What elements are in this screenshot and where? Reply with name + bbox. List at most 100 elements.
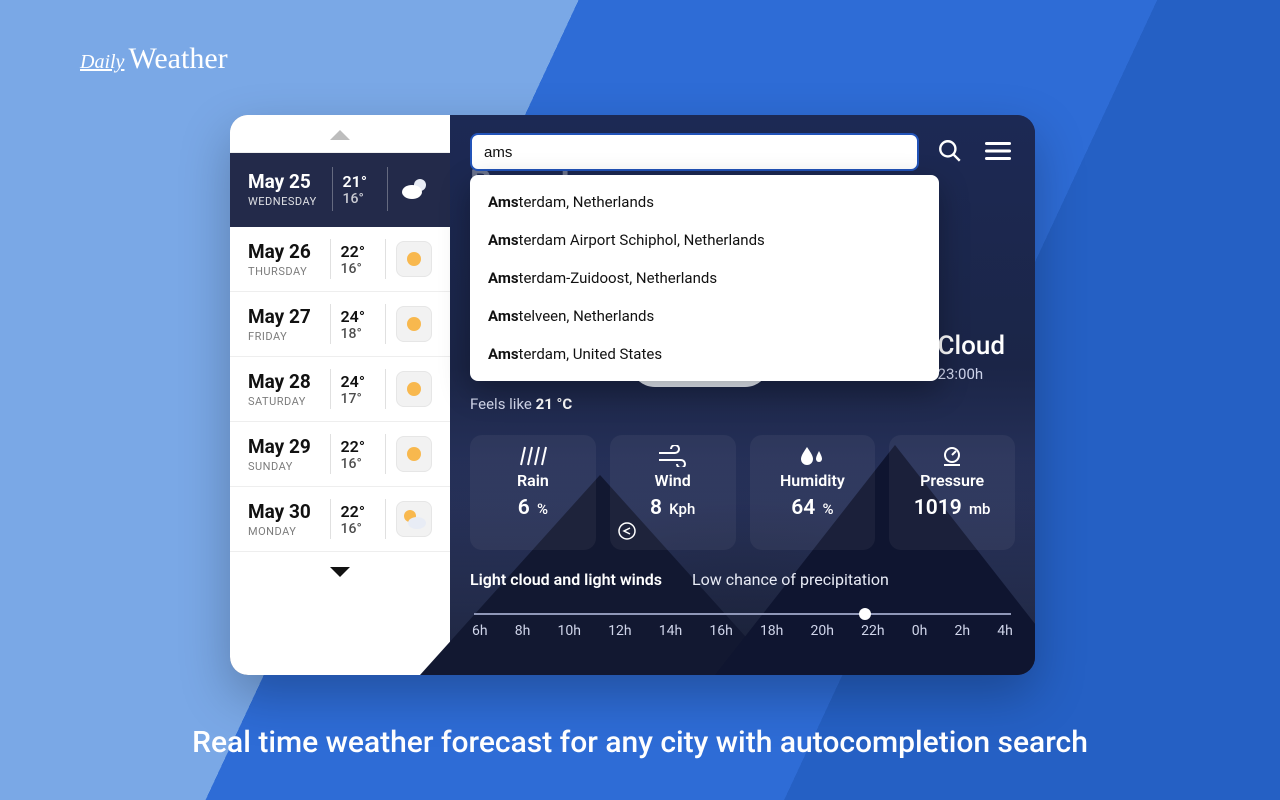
day-lo: 16° <box>341 261 365 277</box>
forecast-day[interactable]: May 29SUNDAY22°16° <box>230 422 450 487</box>
forecast-sidebar: May 25 WEDNESDAY 21° 16° May 26 THURSDAY 2… <box>230 115 450 675</box>
divider <box>385 499 386 539</box>
forecast-day[interactable]: May 28SATURDAY24°17° <box>230 357 450 422</box>
day-dow: FRIDAY <box>248 330 320 343</box>
condition-time: 23:00h <box>938 365 1005 383</box>
humidity-unit: % <box>822 500 833 518</box>
rain-unit: % <box>537 500 548 518</box>
day-dow: THURSDAY <box>248 265 320 278</box>
rain-label: Rain <box>474 471 592 490</box>
topbar <box>450 115 1035 171</box>
sun-icon <box>396 436 432 472</box>
selected-date: May 25 <box>248 170 322 193</box>
selected-day[interactable]: May 25 WEDNESDAY 21° 16° <box>230 153 450 227</box>
pressure-value: 1019 <box>914 496 962 520</box>
selected-lo: 16° <box>343 191 367 207</box>
main-panel: Barcelona Amsterdam, NetherlandsAmsterda… <box>450 115 1035 675</box>
rain-value: 6 <box>518 496 530 520</box>
wind-value: 8 <box>650 496 662 520</box>
day-date: May 26 <box>248 240 320 263</box>
day-hi: 22° <box>341 502 365 521</box>
day-date: May 27 <box>248 305 320 328</box>
timeline-track <box>474 613 1011 615</box>
day-date: May 29 <box>248 435 320 458</box>
app-logo: DailyWeather <box>80 42 228 76</box>
timeline-hour[interactable]: 0h <box>912 623 928 639</box>
pressure-unit: mb <box>969 500 991 518</box>
divider <box>385 304 386 344</box>
hamburger-icon <box>985 140 1011 162</box>
day-dow: SUNDAY <box>248 460 320 473</box>
feels-like-row: Feels like 21 °C <box>470 395 572 413</box>
summary-sub: Low chance of precipitation <box>692 570 889 589</box>
metric-rain: Rain 6 % <box>470 435 596 550</box>
timeline-hour[interactable]: 22h <box>861 623 884 639</box>
timeline-hour[interactable]: 20h <box>811 623 834 639</box>
day-hi: 24° <box>341 372 365 391</box>
logo-prefix: Daily <box>80 51 124 73</box>
feels-label: Feels like <box>470 395 536 413</box>
day-lo: 17° <box>341 391 365 407</box>
divider <box>330 304 331 344</box>
autocomplete-item[interactable]: Amsterdam, Netherlands <box>470 183 939 221</box>
timeline-hours: 6h 8h 10h 12h 14h 16h 18h 20h 22h 0h 2h 4h <box>470 623 1015 639</box>
humidity-icon <box>798 445 826 467</box>
summary-row: Light cloud and light winds Low chance o… <box>470 570 1015 589</box>
summary-main: Light cloud and light winds <box>470 570 662 589</box>
day-hi: 22° <box>341 437 365 456</box>
chevron-up-icon <box>330 130 350 140</box>
timeline-hour[interactable]: 6h <box>472 623 488 639</box>
divider <box>330 239 331 279</box>
cloud-moon-icon <box>398 172 432 206</box>
timeline-hour[interactable]: 10h <box>558 623 581 639</box>
day-date: May 28 <box>248 370 320 393</box>
divider <box>387 167 388 211</box>
scroll-up-button[interactable] <box>230 115 450 153</box>
sun-icon <box>396 241 432 277</box>
divider <box>330 369 331 409</box>
autocomplete-item[interactable]: Amstelveen, Netherlands <box>470 297 939 335</box>
timeline-hour[interactable]: 14h <box>659 623 682 639</box>
divider <box>330 499 331 539</box>
timeline-hour[interactable]: 4h <box>997 623 1013 639</box>
timeline-handle[interactable] <box>859 608 871 620</box>
forecast-day[interactable]: May 30MONDAY22°16° <box>230 487 450 552</box>
rain-icon <box>519 445 547 467</box>
divider <box>385 434 386 474</box>
forecast-day[interactable]: May 27FRIDAY24°18° <box>230 292 450 357</box>
day-lo: 16° <box>341 521 365 537</box>
wind-unit: Kph <box>669 500 695 518</box>
search-input[interactable] <box>470 133 919 171</box>
forecast-day[interactable]: May 26THURSDAY22°16° <box>230 227 450 292</box>
autocomplete-item[interactable]: Amsterdam, United States <box>470 335 939 373</box>
search-icon <box>937 138 963 164</box>
metric-pressure: Pressure 1019 mb <box>889 435 1015 550</box>
metric-humidity: Humidity 64 % <box>750 435 876 550</box>
timeline-hour[interactable]: 8h <box>515 623 531 639</box>
hour-timeline[interactable]: 6h 8h 10h 12h 14h 16h 18h 20h 22h 0h 2h 4h <box>470 603 1015 639</box>
selected-hi: 21° <box>343 172 367 191</box>
selected-dow: WEDNESDAY <box>248 195 322 208</box>
timeline-hour[interactable]: 12h <box>608 623 631 639</box>
autocomplete-item[interactable]: Amsterdam-Zuidoost, Netherlands <box>470 259 939 297</box>
sun-icon <box>396 306 432 342</box>
tagline: Real time weather forecast for any city … <box>0 725 1280 760</box>
pressure-label: Pressure <box>893 471 1011 490</box>
scroll-down-button[interactable] <box>230 552 450 597</box>
day-lo: 18° <box>341 326 365 342</box>
timeline-hour[interactable]: 2h <box>955 623 971 639</box>
divider <box>330 434 331 474</box>
menu-button[interactable] <box>981 136 1015 169</box>
condition-label: Cloud <box>938 331 1005 361</box>
timeline-hour[interactable]: 16h <box>709 623 732 639</box>
chevron-down-icon <box>330 567 350 577</box>
search-button[interactable] <box>933 134 967 171</box>
sun-icon <box>396 371 432 407</box>
timeline-hour[interactable]: 18h <box>760 623 783 639</box>
metrics-row: Rain 6 % Wind 8 Kph Humidity 64 % Pressu… <box>470 435 1015 550</box>
divider <box>332 167 333 211</box>
metric-wind: Wind 8 Kph <box>610 435 736 550</box>
autocomplete-item[interactable]: Amsterdam Airport Schiphol, Netherlands <box>470 221 939 259</box>
autocomplete-dropdown: Amsterdam, NetherlandsAmsterdam Airport … <box>470 175 939 381</box>
humidity-label: Humidity <box>754 471 872 490</box>
